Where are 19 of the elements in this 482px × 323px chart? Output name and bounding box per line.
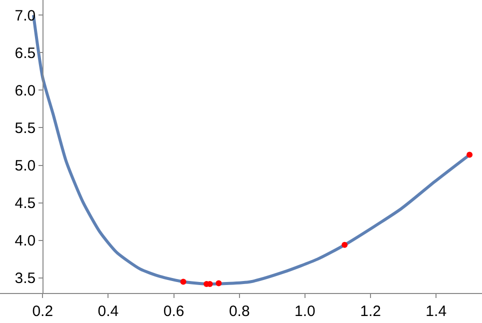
x-tick-label: 0.2 <box>32 303 54 320</box>
point <box>342 242 348 248</box>
x-tick-label: 1.4 <box>426 303 447 320</box>
y-tick-label: 6.0 <box>14 82 36 100</box>
y-tick-label: 4.5 <box>14 195 36 212</box>
y-tick-label: 5.0 <box>14 158 36 175</box>
point <box>466 152 473 158</box>
y-tick-label: 3.5 <box>14 270 36 288</box>
x-tick-label: 1.2 <box>360 303 381 320</box>
point <box>216 280 222 286</box>
y-tick-label: 5.5 <box>14 120 36 137</box>
x-tick-label: 1.0 <box>294 303 316 320</box>
point <box>180 278 186 285</box>
y-tick-label: 4.0 <box>14 232 36 250</box>
x-tick-label: 0.6 <box>163 303 184 320</box>
y-tick-label: 6.5 <box>14 44 36 62</box>
x-tick-label: 0.4 <box>98 303 119 320</box>
y-tick-label: 7.0 <box>14 7 36 24</box>
x-tick-label: 0.8 <box>228 303 250 320</box>
